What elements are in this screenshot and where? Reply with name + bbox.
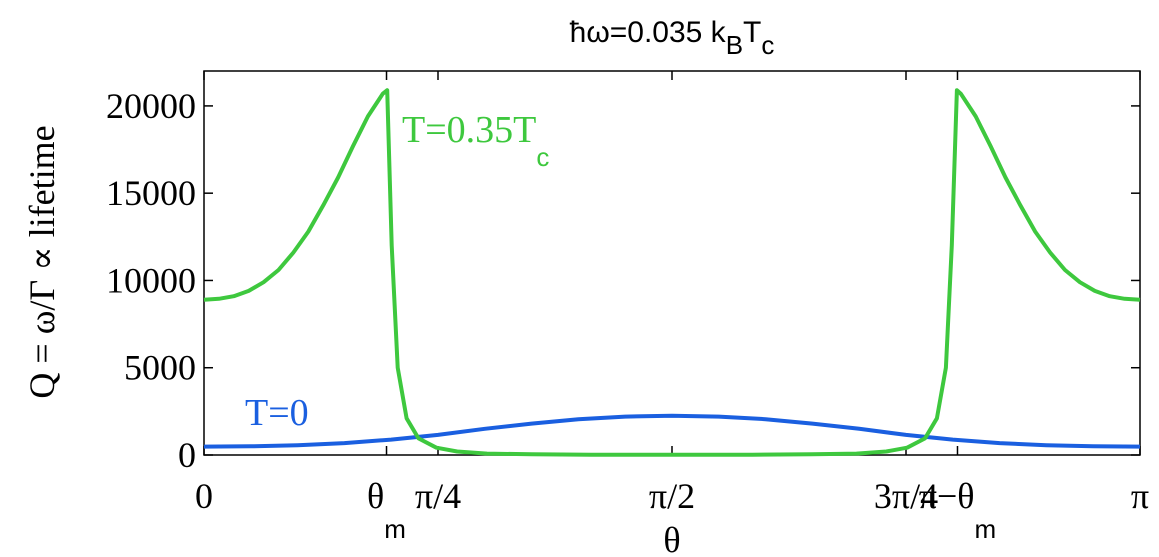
series-labels: T=0 T=0.35Tc xyxy=(245,109,549,434)
x-tick-label: 0 xyxy=(195,476,213,516)
x-tick-label: π xyxy=(1131,476,1149,516)
x-tick-label: π/4 xyxy=(415,476,461,516)
series-line-1 xyxy=(203,88,1141,457)
chart-title: ħω=0.035 kBTc xyxy=(570,16,775,60)
plot-area xyxy=(203,70,1141,456)
x-tick-text: θ xyxy=(367,476,384,516)
series-label-text: T=0 xyxy=(245,392,309,434)
x-tick-text: π−θ xyxy=(919,476,975,516)
x-axis-ticks: 0 θmπ/4 π/2 3π/4π−θmπ xyxy=(195,71,1149,544)
x-tick-text: π/4 xyxy=(415,476,461,516)
y-tick-label: 5000 xyxy=(124,348,196,388)
title-sub-b: B xyxy=(726,30,743,60)
x-tick-label: π/2 xyxy=(649,476,695,516)
y-axis-ticks: 0 5000 10000 15000 20000 xyxy=(106,86,1140,475)
y-tick-label: 10000 xyxy=(106,260,196,300)
series-label-1: T=0.35Tc xyxy=(402,109,549,172)
plot-frame xyxy=(203,70,1141,456)
series-label-0: T=0 xyxy=(245,392,309,434)
x-axis-label: θ xyxy=(663,520,680,557)
title-main: ħω=0.035 k xyxy=(570,16,727,49)
x-tick-sub: m xyxy=(384,514,406,544)
title-mid: T xyxy=(743,16,761,49)
x-tick-label: θm xyxy=(367,476,406,544)
x-tick-sub: m xyxy=(975,514,997,544)
x-tick-text: π/2 xyxy=(649,476,695,516)
y-tick-label: 15000 xyxy=(106,173,196,213)
series-label-sub: c xyxy=(536,142,549,172)
y-tick-label: 0 xyxy=(178,435,196,475)
x-tick-text: 3π/4 xyxy=(874,476,938,516)
series-label-text: T=0.35T xyxy=(402,109,536,151)
series-layer xyxy=(203,88,1141,457)
x-tick-label: π−θm xyxy=(919,476,996,544)
x-tick-label: 3π/4 xyxy=(874,476,938,516)
x-tick-text: 0 xyxy=(195,476,213,516)
y-axis-label: Q = ω/Γ ∝ lifetime xyxy=(22,125,62,398)
x-tick-text: π xyxy=(1131,476,1149,516)
title-sub-c: c xyxy=(761,30,774,60)
y-tick-label: 20000 xyxy=(106,86,196,126)
series-line-0 xyxy=(203,413,1141,449)
